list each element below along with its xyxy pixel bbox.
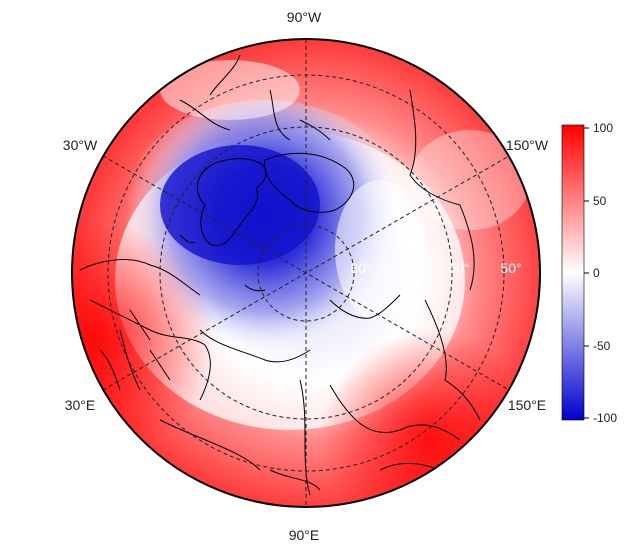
lat-label-60: 60° — [448, 260, 469, 276]
lon-label-lower-left: 30°E — [65, 397, 96, 413]
greenland-coast — [197, 158, 267, 247]
lon-label-bottom: 90°E — [289, 527, 320, 543]
meridian-30e-150w — [102, 155, 510, 391]
colorbar-ramp — [562, 125, 584, 420]
colorbar-tick-label: 50 — [593, 194, 607, 208]
colorbar-tick-label: 100 — [593, 121, 613, 135]
coastlines — [79, 54, 481, 496]
lat-label-50: 50° — [500, 260, 521, 276]
colorbar-tick-label: -100 — [593, 411, 617, 425]
colorbar-tick-label: -50 — [593, 339, 611, 353]
anomaly-field — [72, 39, 540, 507]
lon-label-upper-left: 30°W — [63, 137, 98, 153]
lon-label-lower-right: 150°E — [508, 397, 546, 413]
colorbar-tick-label: 0 — [593, 266, 600, 280]
map-boundary — [71, 38, 541, 508]
lat-label-80: 80° — [350, 260, 371, 276]
lon-label-top: 90°W — [287, 9, 322, 25]
graticule — [102, 39, 510, 507]
lon-label-upper-right: 150°W — [506, 137, 549, 153]
colorbar: 100 50 0 -50 -100 — [561, 121, 617, 425]
